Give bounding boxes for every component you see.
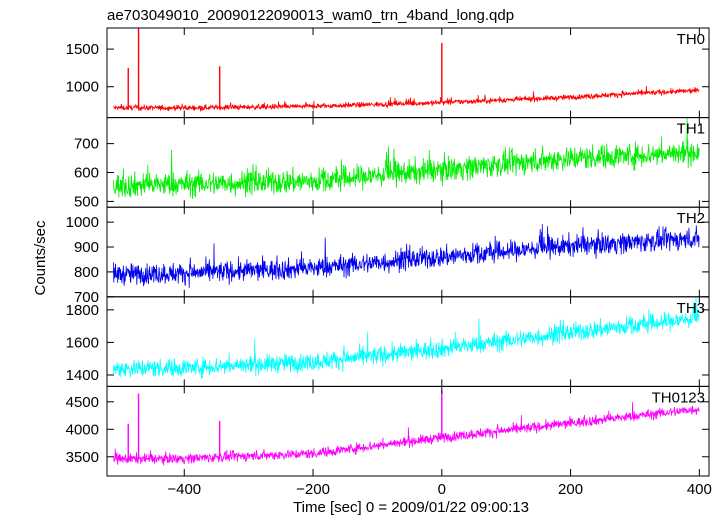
series-line-th0123 — [113, 402, 700, 466]
x-tick-label: −200 — [296, 481, 330, 498]
panel-label: TH2 — [677, 210, 705, 227]
y-tick-label: 600 — [74, 165, 99, 182]
y-tick-label: 1600 — [66, 334, 99, 351]
panel-frame — [106, 206, 710, 298]
y-axis-label: Counts/sec — [32, 220, 49, 296]
panel-th2: 700 800 900 1000 TH2 — [66, 206, 710, 306]
y-tick-label: 1000 — [66, 214, 99, 231]
panel-th0123: 3500 4000 4500 TH0123 — [66, 385, 710, 477]
x-tick-label: 0 — [438, 481, 446, 498]
series-line-th0 — [113, 85, 700, 112]
series-line-th1 — [113, 118, 700, 200]
y-tick-label: 1400 — [66, 367, 99, 384]
y-tick-label: 4000 — [66, 421, 99, 438]
series-line-th3 — [113, 297, 700, 379]
panel-th0: 1000 1500 TH0 — [66, 27, 710, 119]
y-tick-label: 900 — [74, 239, 99, 256]
y-tick-label: 700 — [74, 136, 99, 153]
y-tick-label: 1500 — [66, 41, 99, 58]
panel-frame — [106, 385, 710, 477]
y-tick-label: 1800 — [66, 302, 99, 319]
x-tick-label: 200 — [558, 481, 583, 498]
panel-label: TH0123 — [652, 389, 705, 406]
panel-label: TH1 — [677, 121, 705, 138]
x-axis-label: Time [sec] 0 = 2009/01/22 09:00:13 — [293, 499, 529, 516]
y-tick-label: 3500 — [66, 449, 99, 466]
y-tick-label: 800 — [74, 264, 99, 281]
x-tick-label: −400 — [167, 481, 201, 498]
panel-th1: 500 600 700 TH1 — [74, 117, 710, 210]
y-tick-label: 4500 — [66, 394, 99, 411]
series-line-th2 — [113, 224, 700, 288]
panel-label: TH0 — [677, 31, 705, 48]
y-tick-label: 700 — [74, 289, 99, 306]
panel-th3: 1400 1600 1800 TH3 — [66, 296, 710, 387]
chart-title: ae703049010_20090122090013_wam0_trn_4ban… — [107, 7, 514, 24]
panel-label: TH3 — [677, 300, 705, 317]
x-axis: −400 −200 0 200 400 — [167, 481, 711, 498]
panel-frame — [106, 296, 710, 387]
y-tick-label: 500 — [74, 193, 99, 210]
y-tick-label: 1000 — [66, 79, 99, 96]
x-tick-label: 400 — [687, 481, 712, 498]
panels-group: 1000 1500 TH0 500 600 700 TH1 700 800 900 1000 TH2 1… — [66, 27, 710, 477]
